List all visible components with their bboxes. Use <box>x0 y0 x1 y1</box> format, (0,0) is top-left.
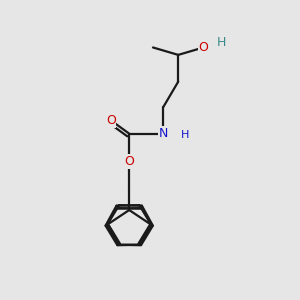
Text: N: N <box>159 127 168 140</box>
Text: H: H <box>217 36 226 49</box>
Text: O: O <box>106 114 116 127</box>
Text: H: H <box>181 130 189 140</box>
Text: O: O <box>199 41 208 54</box>
Text: O: O <box>124 155 134 168</box>
